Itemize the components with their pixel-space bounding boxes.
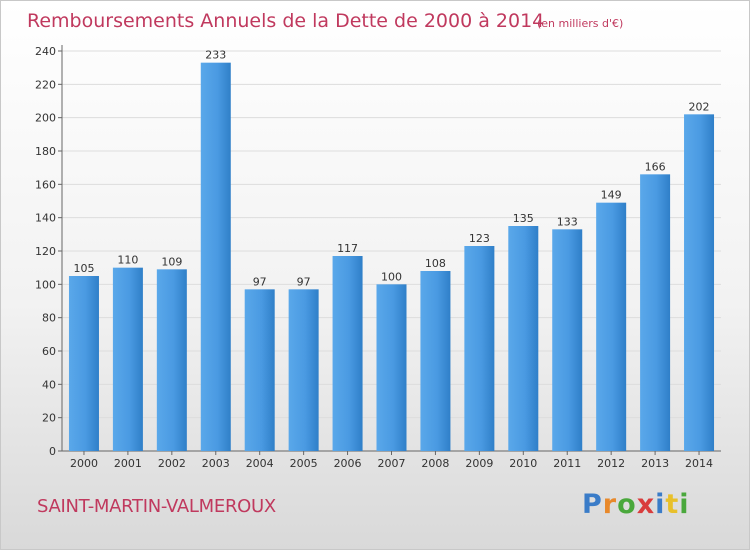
x-tick-label: 2012 (597, 457, 625, 470)
x-tick-label: 2001 (114, 457, 142, 470)
y-tick-label: 100 (35, 278, 56, 291)
bar-2001 (112, 267, 143, 451)
x-tick-label: 2003 (202, 457, 230, 470)
value-labels: 105 110 109 233 97 97 117 100 108 123 135 133 149 166… (73, 49, 709, 289)
y-tick-label: 60 (42, 345, 56, 358)
value-label-2005: 97 (297, 275, 311, 288)
bar-2003 (200, 62, 231, 452)
bar-2007 (376, 284, 407, 451)
value-label-2011: 133 (557, 215, 578, 228)
value-label-2009: 123 (469, 232, 490, 245)
bar-2013 (640, 174, 671, 452)
value-label-2010: 135 (513, 212, 534, 225)
x-tick-label: 2013 (641, 457, 669, 470)
x-tick-label: 2007 (378, 457, 406, 470)
value-label-2000: 105 (73, 262, 94, 275)
value-label-2012: 149 (601, 189, 622, 202)
value-label-2004: 97 (253, 275, 267, 288)
value-label-2002: 109 (161, 255, 182, 268)
chart-subtitle: (en milliers d'€) (537, 17, 623, 30)
value-label-2006: 117 (337, 242, 358, 255)
logo-letter: P (582, 489, 603, 520)
x-tick-label: 2008 (421, 457, 449, 470)
logo-letter: t (665, 489, 680, 520)
location-name: SAINT-MARTIN-VALMEROUX (37, 496, 276, 517)
value-label-2003: 233 (205, 49, 226, 62)
x-tick-label: 2002 (158, 457, 186, 470)
y-tick-label: 120 (35, 245, 56, 258)
value-label-2014: 202 (689, 100, 710, 113)
value-label-2013: 166 (645, 160, 666, 173)
bar-2004 (244, 289, 275, 451)
logo-letter: i (655, 489, 666, 520)
x-tick-label: 2010 (509, 457, 537, 470)
bar-2010 (508, 226, 539, 451)
y-tick-label: 20 (42, 412, 56, 425)
bar-2002 (156, 269, 187, 451)
y-tick-label: 160 (35, 178, 56, 191)
bar-2012 (596, 202, 627, 451)
bars (68, 62, 715, 452)
y-tick-labels: 0 20 40 60 80 100 120 140 160 180 200 220 240 (35, 45, 62, 458)
logo-letter: i (679, 489, 690, 520)
x-tick-label: 2000 (70, 457, 98, 470)
y-tick-label: 200 (35, 112, 56, 125)
bar-2006 (332, 256, 363, 451)
chart-title: Remboursements Annuels de la Dette de 20… (27, 10, 544, 32)
y-tick-label: 220 (35, 78, 56, 91)
y-tick-label: 180 (35, 145, 56, 158)
bar-2008 (420, 271, 451, 451)
x-tick-label: 2009 (465, 457, 493, 470)
bar-2005 (288, 289, 319, 451)
x-tick-label: 2004 (246, 457, 274, 470)
bar-2014 (684, 114, 715, 451)
y-tick-label: 40 (42, 378, 56, 391)
x-tick-label: 2011 (553, 457, 581, 470)
value-label-2008: 108 (425, 257, 446, 270)
bar-2009 (464, 246, 495, 451)
y-tick-label: 0 (49, 445, 56, 458)
y-tick-label: 140 (35, 212, 56, 225)
value-label-2007: 100 (381, 270, 402, 283)
bar-2011 (552, 229, 583, 451)
value-label-2001: 110 (117, 254, 138, 267)
x-tick-label: 2005 (290, 457, 318, 470)
y-tick-label: 80 (42, 312, 56, 325)
logo-letter: x (636, 489, 656, 520)
x-tick-label: 2006 (334, 457, 362, 470)
logo-letter: r (602, 489, 618, 520)
bar-2000 (68, 276, 99, 451)
proxiti-logo: Proxiti (582, 489, 690, 520)
x-tick-labels: 2000 2001 2002 2003 2004 2005 2006 2007 2008 2009… (70, 451, 713, 470)
y-tick-label: 240 (35, 45, 56, 58)
x-tick-label: 2014 (685, 457, 713, 470)
logo-letter: o (617, 489, 637, 520)
